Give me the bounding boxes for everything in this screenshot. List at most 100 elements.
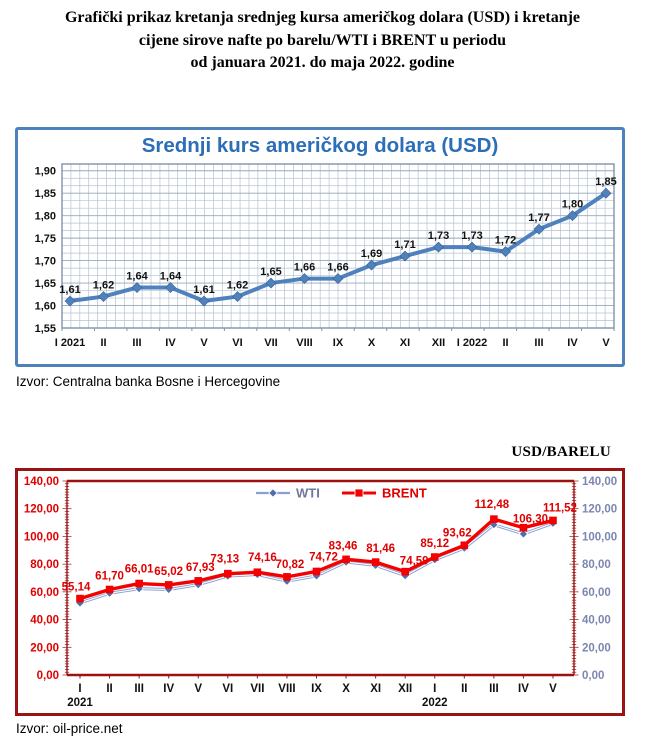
svg-text:VII: VII (250, 683, 264, 695)
svg-text:IV: IV (165, 337, 176, 349)
svg-text:1,55: 1,55 (35, 323, 56, 335)
svg-text:74,59: 74,59 (400, 556, 429, 568)
svg-text:VI: VI (232, 337, 242, 349)
svg-text:1,75: 1,75 (35, 233, 56, 245)
svg-text:120,00: 120,00 (24, 504, 59, 516)
svg-text:2021: 2021 (67, 697, 93, 709)
svg-text:1,66: 1,66 (327, 262, 348, 274)
title-line-2: cijene sirove nafte po barelu/WTI i BREN… (138, 31, 507, 49)
svg-text:80,00: 80,00 (30, 559, 59, 571)
svg-text:III: III (132, 337, 141, 349)
svg-text:55,14: 55,14 (62, 582, 91, 594)
brent-series (76, 515, 557, 603)
svg-text:III: III (134, 683, 144, 695)
svg-text:20,00: 20,00 (30, 642, 59, 654)
svg-text:100,00: 100,00 (582, 531, 617, 543)
svg-text:X: X (342, 683, 350, 695)
svg-text:XI: XI (400, 337, 410, 349)
svg-text:85,12: 85,12 (420, 538, 449, 550)
svg-text:2022: 2022 (422, 697, 448, 709)
usd-x-ticks (61, 328, 615, 331)
svg-text:40,00: 40,00 (582, 615, 611, 627)
svg-text:1,60: 1,60 (35, 301, 56, 313)
svg-text:1,70: 1,70 (35, 256, 56, 268)
svg-text:70,82: 70,82 (276, 559, 305, 571)
svg-text:I: I (78, 683, 81, 695)
usd-grid (61, 164, 615, 329)
svg-text:I 2021: I 2021 (55, 337, 86, 349)
svg-text:1,80: 1,80 (562, 199, 583, 211)
svg-text:67,93: 67,93 (186, 562, 215, 574)
svg-text:1,80: 1,80 (35, 211, 56, 223)
usd-chart-title: Srednji kurs američkog dolara (USD) (141, 134, 499, 157)
svg-text:1,62: 1,62 (93, 280, 114, 292)
usd-chart-frame: Srednji kurs američkog dolara (USD) 1,90… (15, 127, 625, 367)
svg-text:VI: VI (222, 683, 233, 695)
svg-text:66,01: 66,01 (125, 564, 154, 576)
svg-text:112,48: 112,48 (475, 499, 510, 511)
svg-text:VIII: VIII (296, 337, 313, 349)
svg-text:BRENT: BRENT (382, 486, 427, 501)
svg-text:60,00: 60,00 (582, 587, 611, 599)
svg-text:20,00: 20,00 (582, 642, 611, 654)
svg-text:40,00: 40,00 (30, 615, 59, 627)
title-line-3: od januara 2021. do maja 2022. godine (190, 54, 455, 71)
svg-text:VIII: VIII (278, 683, 295, 695)
oil-chart-source: Izvor: oil-price.net (16, 721, 123, 736)
svg-text:XI: XI (370, 683, 381, 695)
svg-text:120,00: 120,00 (582, 504, 617, 516)
svg-text:V: V (194, 683, 202, 695)
svg-text:1,61: 1,61 (59, 284, 80, 296)
svg-text:140,00: 140,00 (582, 476, 617, 488)
oil-right-axis-labels: 140,00 120,00 100,00 80,00 60,00 40,00 20,00 0,… (582, 476, 617, 682)
svg-text:WTI: WTI (296, 486, 320, 501)
svg-text:83,46: 83,46 (329, 540, 358, 552)
svg-text:100,00: 100,00 (24, 531, 59, 543)
svg-text:IV: IV (518, 683, 529, 695)
svg-text:V: V (602, 337, 610, 349)
svg-text:106,30: 106,30 (513, 514, 548, 526)
svg-text:74,72: 74,72 (309, 551, 338, 563)
svg-text:1,65: 1,65 (35, 278, 56, 290)
svg-text:III: III (534, 337, 543, 349)
svg-text:61,70: 61,70 (95, 571, 124, 583)
svg-text:IV: IV (163, 683, 174, 695)
svg-text:X: X (368, 337, 376, 349)
svg-text:1,77: 1,77 (528, 212, 549, 224)
oil-chart: 140,00 120,00 100,00 80,00 60,00 40,00 20,00 0,… (24, 476, 617, 709)
oil-left-axis-labels: 140,00 120,00 100,00 80,00 60,00 40,00 20,00 0,… (24, 476, 59, 682)
svg-text:73,13: 73,13 (210, 554, 239, 566)
svg-text:1,62: 1,62 (227, 280, 248, 292)
svg-text:IX: IX (333, 337, 344, 349)
svg-text:74,16: 74,16 (248, 552, 277, 564)
svg-text:1,64: 1,64 (160, 271, 182, 283)
oil-chart-frame: 140,00 120,00 100,00 80,00 60,00 40,00 20,00 0,… (15, 468, 625, 716)
svg-text:V: V (200, 337, 208, 349)
svg-text:1,85: 1,85 (35, 188, 56, 200)
svg-text:III: III (489, 683, 499, 695)
svg-text:1,71: 1,71 (394, 239, 415, 251)
svg-text:1,66: 1,66 (294, 262, 315, 274)
svg-text:140,00: 140,00 (24, 476, 59, 488)
svg-text:1,64: 1,64 (126, 271, 148, 283)
usd-data-labels: 1,61 1,62 1,64 1,64 1,61 1,62 1,65 1,66 1,66 1,69… (59, 176, 616, 296)
svg-text:IX: IX (311, 683, 322, 695)
svg-text:XII: XII (432, 337, 445, 349)
usd-chart: 1,90 1,85 1,80 1,75 1,70 1,65 1,60 1,55 I 2021 II… (35, 163, 617, 349)
svg-text:80,00: 80,00 (582, 559, 611, 571)
svg-text:1,73: 1,73 (428, 230, 449, 242)
svg-text:93,62: 93,62 (443, 527, 472, 539)
svg-text:0,00: 0,00 (37, 670, 59, 682)
svg-text:V: V (549, 683, 557, 695)
oil-legend: WTI BRENT (256, 486, 427, 501)
title-line-1: Grafički prikaz kretanja srednjeg kursa … (64, 9, 581, 26)
usd-chart-source: Izvor: Centralna banka Bosne i Hercegovi… (16, 374, 281, 389)
svg-text:IV: IV (567, 337, 578, 349)
svg-text:II: II (106, 683, 112, 695)
svg-text:111,52: 111,52 (543, 502, 577, 514)
usd-series (64, 187, 612, 307)
svg-text:1,69: 1,69 (361, 248, 382, 260)
